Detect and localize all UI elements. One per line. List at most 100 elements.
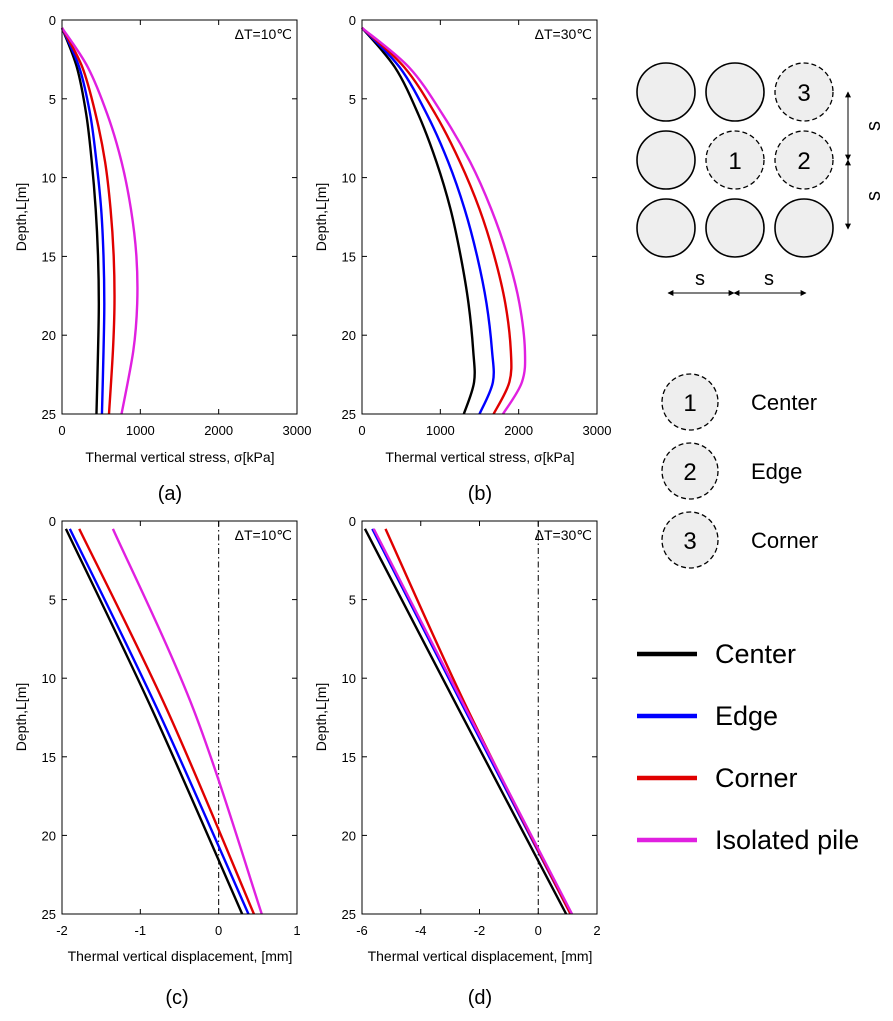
panel-a-frame: [61, 19, 298, 415]
panel-d-xtick-label: -4: [415, 923, 427, 938]
panel-c-plot: [64, 528, 263, 915]
pile: [636, 62, 696, 122]
panel-d-xlabel: Thermal vertical displacement, [mm]: [368, 948, 593, 964]
line-legend-item: Edge: [637, 701, 778, 731]
line-legend-item: Center: [637, 639, 796, 669]
panel-b: 0 1000 2000 3000 0 5 10 15 20 25 ΔT=30℃ Thermal v…: [313, 13, 611, 505]
pile-number: 1: [728, 148, 741, 175]
panel-c-ytick-label: 5: [49, 593, 56, 608]
pile-legend-number: 2: [683, 459, 696, 486]
line-legend-label: Isolated pile: [715, 825, 859, 855]
pile-legend-item: 3 Corner: [661, 511, 818, 569]
panel-c-series-isolated-pile: [111, 528, 263, 915]
panel-d-xtick-label: -2: [474, 923, 486, 938]
pile-2: [774, 130, 834, 190]
pile-legend-label: Corner: [751, 528, 818, 553]
panel-c-ytick-label: 10: [42, 671, 56, 686]
panel-b-series-center: [361, 27, 476, 415]
panel-b-ytick-label: 0: [349, 13, 356, 28]
panel-c-ylabel: Depth,L[m]: [13, 683, 29, 751]
panel-d-xtick-label: 2: [593, 923, 600, 938]
panel-a: 0 1000 2000 3000 0 5 10 15 20 25 ΔT=10℃ Thermal v…: [13, 13, 311, 505]
line-legend-label: Center: [715, 639, 796, 669]
panel-a-series-corner: [60, 27, 116, 415]
pile: [636, 198, 696, 258]
panel-d-series-isolated-pile: [372, 528, 574, 915]
pile-legend-symbol: [661, 442, 719, 500]
pile-number: 2: [797, 148, 810, 175]
panel-a-xtick-label: 1000: [126, 423, 155, 438]
panel-d-ytick-label: 0: [349, 514, 356, 529]
panel-a-xtick-label: 0: [58, 423, 65, 438]
panel-c-xtick-label: -1: [135, 923, 147, 938]
pile-legend-number: 3: [683, 528, 696, 555]
panel-a-annotation: ΔT=10℃: [235, 26, 292, 42]
panel-a-ytick-label: 10: [42, 171, 56, 186]
panel-a-series-center: [60, 27, 101, 415]
line-legend-item: Corner: [637, 763, 798, 793]
line-legend: Center Edge Corner Isolated pile: [637, 639, 859, 855]
panel-b-ytick-label: 25: [342, 407, 356, 422]
panel-b-annotation: ΔT=30℃: [535, 26, 592, 42]
panel-c-ytick-label: 20: [42, 828, 56, 843]
spacing-label-v1: s: [863, 121, 885, 131]
pile-legend-symbol: [661, 511, 719, 569]
panel-c-ytick-label: 25: [42, 907, 56, 922]
panel-b-series-corner: [361, 27, 513, 415]
panel-a-xlabel: Thermal vertical stress, σ[kPa]: [85, 449, 274, 465]
panel-d-series-center: [363, 528, 568, 915]
panel-c-xlabel: Thermal vertical displacement, [mm]: [68, 948, 293, 964]
panel-d-xtick-label: 0: [535, 923, 542, 938]
pile: [636, 130, 696, 190]
panel-b-xtick-label: 2000: [504, 423, 533, 438]
panel-c-series-center: [64, 528, 244, 915]
panel-a-ytick-label: 25: [42, 407, 56, 422]
panel-c-ytick-label: 15: [42, 750, 56, 765]
panel-b-ytick-label: 5: [349, 92, 356, 107]
pile-legend-label: Edge: [751, 459, 802, 484]
spacing-label-v2: s: [863, 191, 885, 201]
pile-1: [705, 130, 765, 190]
panel-b-xtick-label: 3000: [583, 423, 612, 438]
panel-b-ylabel: Depth,L[m]: [313, 183, 329, 251]
pile-group-diagram: 3 1 2 s s s s: [636, 62, 885, 296]
panel-b-series-isolated-pile: [361, 26, 527, 415]
panel-b-series-edge: [361, 27, 495, 415]
pile-3: [774, 62, 834, 122]
panel-b-xtick-label: 0: [358, 423, 365, 438]
panel-d-ytick-label: 5: [349, 593, 356, 608]
panel-c-xtick-label: 1: [293, 923, 300, 938]
panel-d-annotation: ΔT=30℃: [535, 527, 592, 543]
panel-b-caption: (b): [468, 483, 492, 505]
panel-b-ytick-label: 20: [342, 328, 356, 343]
panel-a-series-isolated-pile: [60, 27, 139, 415]
panel-a-xtick-label: 2000: [204, 423, 233, 438]
line-legend-label: Corner: [715, 763, 798, 793]
panel-d-caption: (d): [468, 987, 492, 1009]
panel-d-ytick-label: 15: [342, 750, 356, 765]
line-legend-item: Isolated pile: [637, 825, 859, 855]
panel-c-xtick-label: 0: [215, 923, 222, 938]
pile-number: 3: [797, 80, 810, 107]
panel-a-ytick-label: 15: [42, 249, 56, 264]
pile-legend-label: Center: [751, 390, 817, 415]
panel-b-ytick-label: 15: [342, 249, 356, 264]
panel-c-xtick-label: -2: [56, 923, 68, 938]
panel-a-ticks: 0 1000 2000 3000 0 5 10 15 20 25: [42, 13, 312, 438]
panel-c-caption: (c): [165, 987, 188, 1009]
spacing-label-h1: s: [695, 268, 705, 290]
pile: [705, 198, 765, 258]
pile-type-legend: 1 Center 2 Edge 3 Corner: [661, 373, 818, 569]
panel-b-ticks: 0 1000 2000 3000 0 5 10 15 20 25: [342, 13, 612, 438]
panel-c-series-edge: [68, 528, 250, 915]
panel-c-ytick-label: 0: [49, 514, 56, 529]
panel-a-caption: (a): [158, 483, 182, 505]
panel-b-plot: [361, 26, 527, 415]
panel-d-ylabel: Depth,L[m]: [313, 683, 329, 751]
panel-d-ytick-label: 10: [342, 671, 356, 686]
